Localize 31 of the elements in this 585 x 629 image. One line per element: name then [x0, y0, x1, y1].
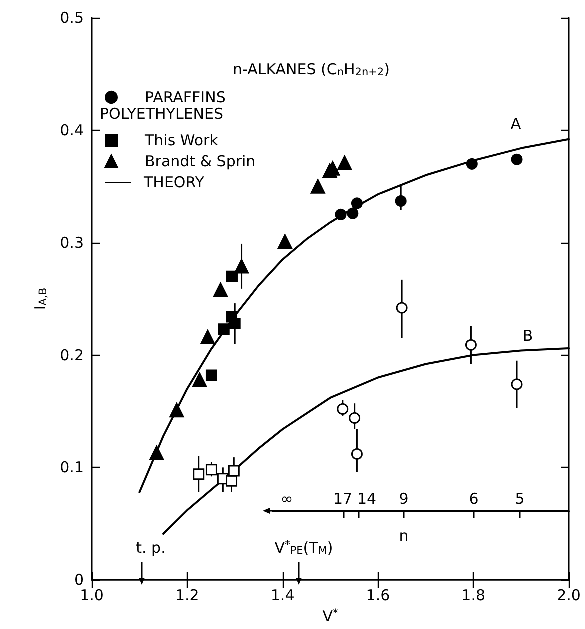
x-axis-title: V*	[322, 608, 338, 626]
annotation: A	[510, 115, 522, 133]
annotation: ∞	[280, 490, 294, 508]
y-tick-label: 0.1	[60, 458, 84, 477]
y-tick-label: 0.3	[60, 234, 84, 252]
annotation: 5	[515, 490, 525, 508]
y-axis-title: IA,B	[32, 288, 50, 310]
x-tick-label: 1.8	[462, 586, 486, 605]
legend-label: PARAFFINS	[145, 88, 226, 106]
x-tick-label: 2.0	[557, 586, 581, 605]
y-tick-label: 0.4	[60, 121, 84, 140]
annotation: 6	[469, 490, 479, 508]
legend-label: THEORY	[143, 174, 206, 192]
x-tick-label: 1.4	[270, 586, 295, 605]
x-tick-label: 1.0	[80, 586, 104, 605]
x-tick-label: 1.2	[175, 586, 200, 605]
annotation: n	[399, 527, 409, 545]
annotation: POLYETHYLENES	[100, 105, 224, 123]
y-tick-label: 0.5	[60, 9, 84, 27]
annotation: V*PE(TM)	[274, 539, 334, 557]
legend-label: This Work	[144, 132, 219, 150]
x-tick-label: 1.6	[366, 586, 390, 605]
y-tick-label: 0	[74, 571, 84, 590]
y-tick-label: 0.2	[60, 346, 84, 364]
legend-label: Brandt & Sprin	[145, 152, 256, 170]
annotation: 14	[357, 490, 377, 508]
annotation: B	[522, 327, 534, 345]
annotation: t. p.	[136, 539, 166, 557]
annotation: 17	[333, 490, 353, 508]
text: n-ALKANES (CnH2n+2)	[233, 60, 390, 78]
annotation: 9	[399, 490, 409, 508]
